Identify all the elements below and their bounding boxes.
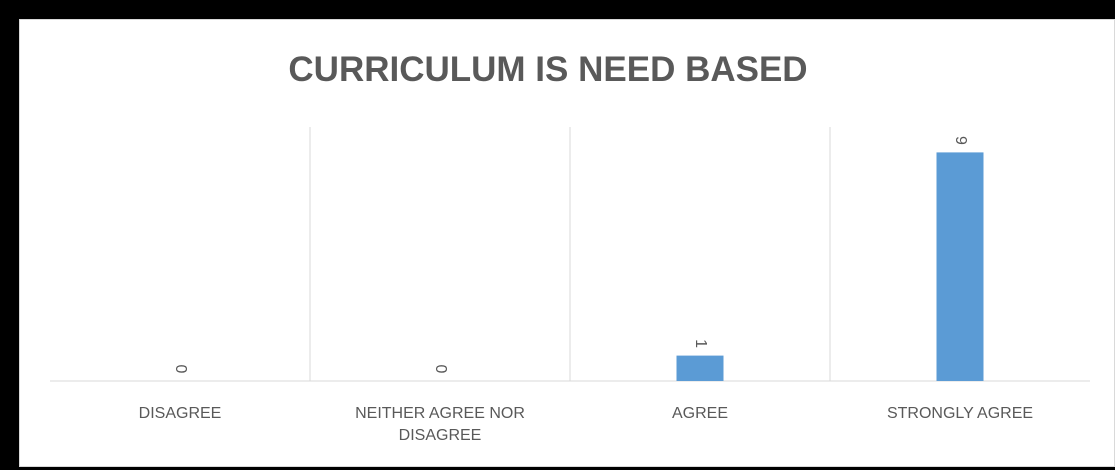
chart-area: CURRICULUM IS NEED BASED 0 0 1 9 DISAGREE NE… xyxy=(19,19,1115,467)
category-label: DISAGREE xyxy=(138,405,222,422)
bar xyxy=(676,355,724,381)
bar xyxy=(936,152,984,381)
data-label: 0 xyxy=(432,365,449,374)
plot-area: 0 0 1 9 xyxy=(50,127,1090,382)
data-label: 1 xyxy=(692,339,709,348)
category-label: AGREE xyxy=(671,405,728,422)
category-label: STRONGLY AGREE xyxy=(886,405,1034,422)
data-label: 9 xyxy=(952,136,969,145)
chart-title: CURRICULUM IS NEED BASED xyxy=(288,50,808,89)
category-label: NEITHER AGREE NOR DISAGREE xyxy=(355,405,525,444)
data-label: 0 xyxy=(172,365,189,374)
